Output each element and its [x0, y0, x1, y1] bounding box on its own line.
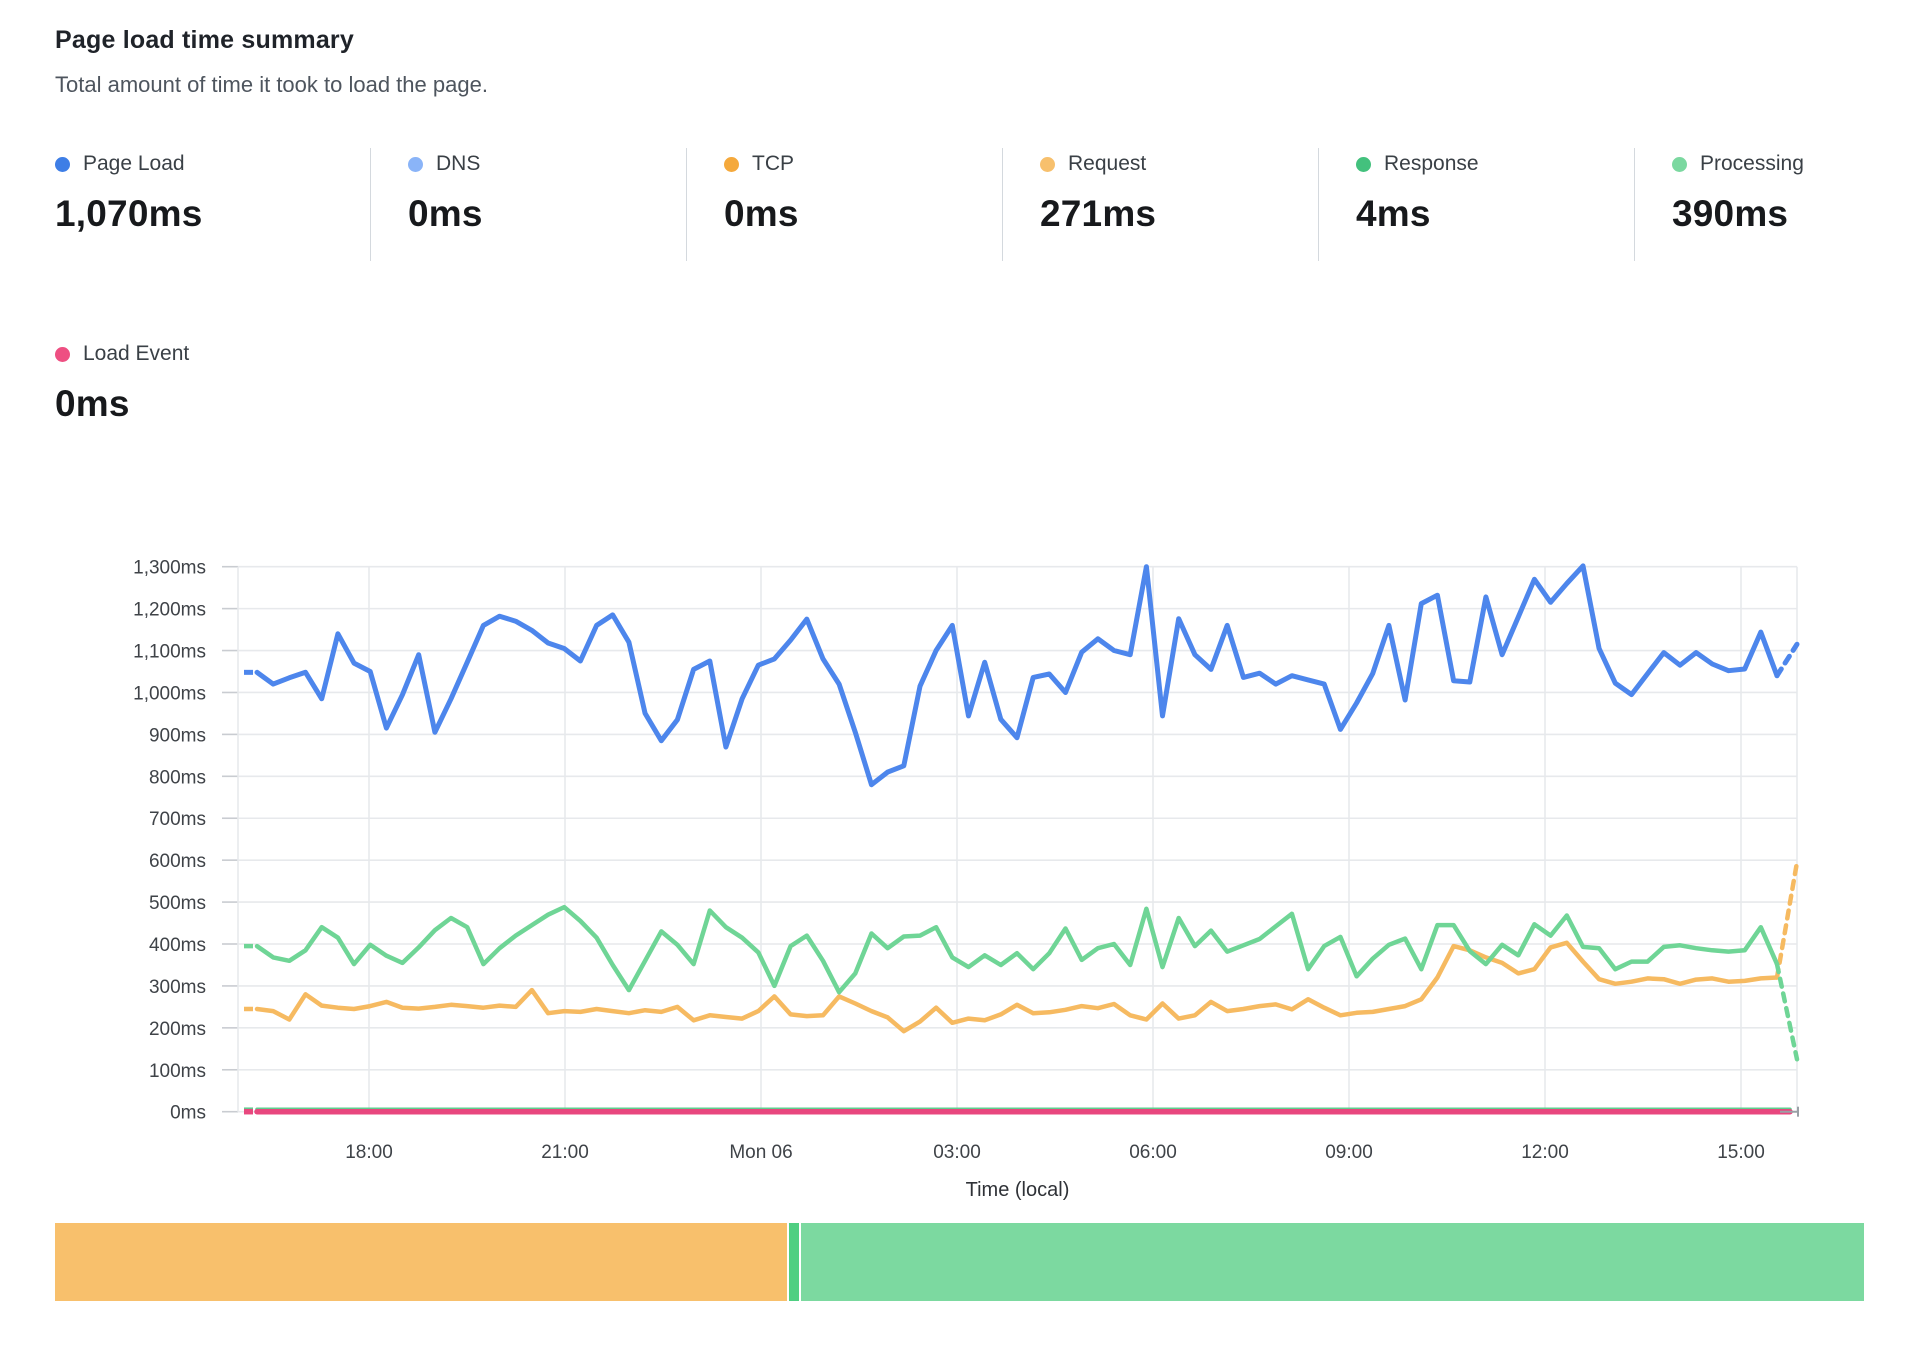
metric-header-dns: DNS — [408, 152, 686, 176]
legend-dot-icon-request — [1040, 156, 1055, 172]
y-tick-label: 200ms — [149, 1019, 206, 1040]
metric-processing[interactable]: Processing 390ms — [1634, 148, 1910, 261]
y-tick-label: 900ms — [149, 725, 206, 746]
metric-value: 390ms — [1672, 193, 1789, 234]
y-tick-label: 700ms — [149, 809, 206, 830]
x-tick-label: Mon 06 — [729, 1142, 792, 1163]
series-line-processing — [254, 904, 1780, 995]
x-axis-title: Time (local) — [966, 1179, 1070, 1201]
y-tick-label: 400ms — [149, 935, 206, 956]
metric-value: 0ms — [724, 193, 799, 234]
legend-dot-icon-tcp — [724, 156, 739, 172]
metric-header-processing: Processing — [1672, 152, 1910, 176]
metric-label: Page Load — [83, 152, 185, 175]
metric-page-load[interactable]: Page Load 1,070ms — [55, 148, 370, 261]
y-tick-label: 300ms — [149, 977, 206, 998]
timeline-segment-3[interactable] — [800, 1223, 1865, 1301]
metric-tcp[interactable]: TCP 0ms — [686, 148, 1002, 261]
metric-load-event[interactable]: Load Event 0ms — [55, 338, 370, 451]
x-tick-label: 18:00 — [345, 1142, 393, 1163]
status-timeline-bar[interactable] — [55, 1223, 1868, 1301]
y-tick-label: 1,100ms — [133, 642, 206, 663]
y-tick-label: 1,000ms — [133, 683, 206, 704]
series-tail-dash-request — [1774, 860, 1800, 980]
legend-dot-icon-load-event — [55, 346, 70, 362]
metric-response[interactable]: Response 4ms — [1318, 148, 1634, 261]
metric-label: DNS — [436, 152, 481, 175]
metric-value: 1,070ms — [55, 193, 203, 234]
y-tick-label: 800ms — [149, 767, 206, 788]
metric-label: Request — [1068, 152, 1147, 175]
x-tick-label: 21:00 — [541, 1142, 589, 1163]
metric-header-load-event: Load Event — [55, 342, 370, 366]
page-subtitle: Total amount of time it took to load the… — [55, 72, 488, 97]
series-tail-dash-page-load — [1774, 641, 1800, 679]
y-tick-label: 1,200ms — [133, 600, 206, 621]
metric-value: 4ms — [1356, 193, 1431, 234]
legend-dot-icon-response — [1356, 156, 1371, 172]
legend-dot-icon-page-load — [55, 156, 70, 172]
x-tick-label: 12:00 — [1521, 1142, 1569, 1163]
y-tick-label: 500ms — [149, 893, 206, 914]
y-tick-label: 0ms — [170, 1103, 206, 1124]
timeline-segment-1[interactable] — [55, 1223, 787, 1301]
x-tick-label: 09:00 — [1325, 1142, 1373, 1163]
metric-header-request: Request — [1040, 152, 1318, 176]
x-tick-label: 06:00 — [1129, 1142, 1177, 1163]
metric-header-response: Response — [1356, 152, 1634, 176]
y-tick-label: 100ms — [149, 1061, 206, 1082]
metrics-row-2: Load Event 0ms — [55, 338, 370, 451]
x-tick-label: 03:00 — [933, 1142, 981, 1163]
page-title: Page load time summary — [55, 26, 354, 54]
metric-header-page-load: Page Load — [55, 152, 370, 176]
legend-dot-icon-dns — [408, 156, 423, 172]
legend-dot-icon-processing — [1672, 156, 1687, 172]
series-line-request — [254, 940, 1780, 1034]
metrics-row: Page Load 1,070ms DNS 0ms TCP 0ms Request 271ms… — [55, 148, 1910, 261]
y-tick-label: 1,300ms — [133, 558, 206, 579]
series-tail-dash-processing — [1774, 961, 1800, 1062]
y-tick-label: 600ms — [149, 851, 206, 872]
metric-dns[interactable]: DNS 0ms — [370, 148, 686, 261]
metric-value: 0ms — [408, 193, 483, 234]
metric-label: Load Event — [83, 342, 190, 365]
metric-request[interactable]: Request 271ms — [1002, 148, 1318, 261]
series-line-page-load — [254, 563, 1780, 788]
timeline-segment-2[interactable] — [788, 1223, 799, 1301]
metric-header-tcp: TCP — [724, 152, 1002, 176]
metric-value: 0ms — [55, 383, 130, 424]
metric-label: TCP — [752, 152, 794, 175]
metric-value: 271ms — [1040, 193, 1157, 234]
x-tick-label: 15:00 — [1717, 1142, 1765, 1163]
metric-label: Response — [1384, 152, 1479, 175]
metric-label: Processing — [1700, 152, 1804, 175]
